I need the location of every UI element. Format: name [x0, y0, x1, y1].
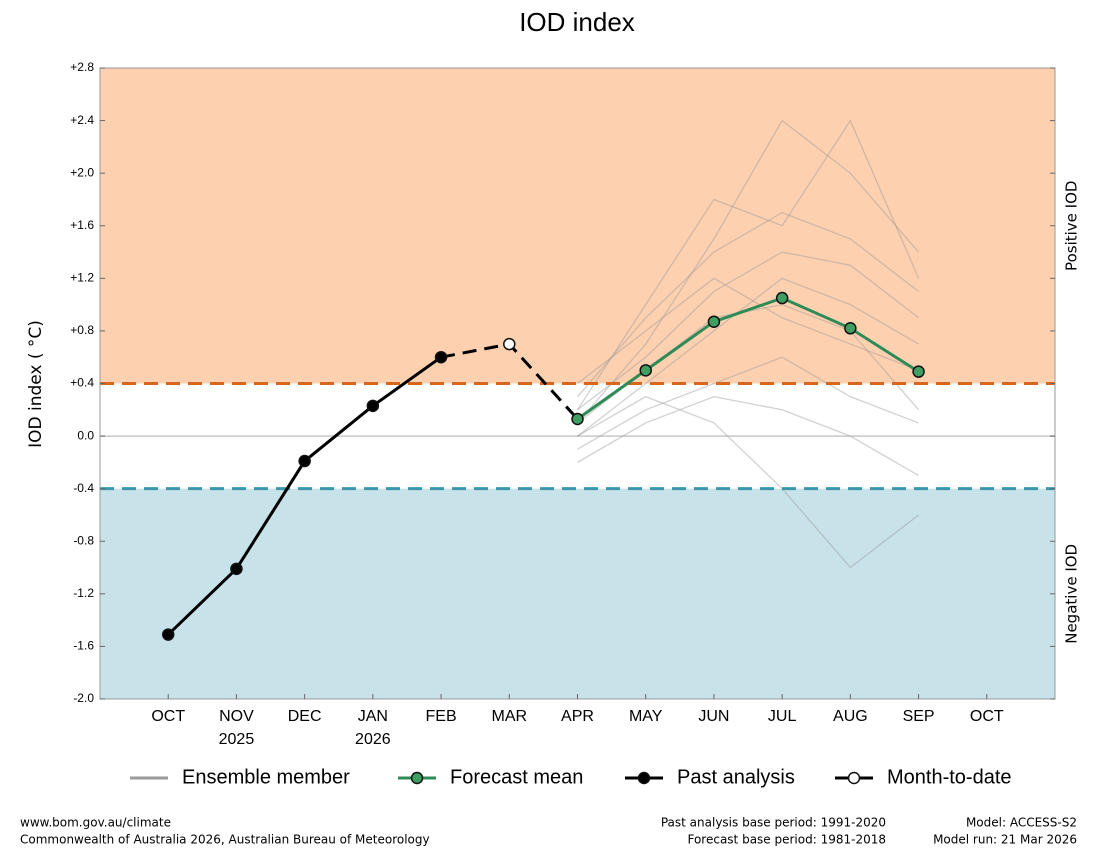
ensemble-line	[577, 251, 919, 411]
ensemble-line	[577, 395, 919, 569]
x-year-label: 2025	[219, 731, 255, 748]
y-tick-label: 0.0	[77, 428, 94, 442]
ensemble-line	[577, 277, 919, 437]
ensemble-line	[576, 119, 920, 411]
y-tick-label: +2.0	[70, 165, 94, 179]
x-year-label: 2026	[355, 731, 391, 748]
y-tick-label: -1.6	[73, 639, 94, 653]
x-tick-label: JUL	[768, 708, 797, 725]
x-tick-label: MAR	[492, 708, 528, 725]
x-tick-label: JUN	[698, 708, 729, 725]
legend-label: Month-to-date	[887, 766, 1012, 788]
series-marker	[366, 399, 380, 413]
series-marker	[230, 562, 243, 576]
region-label: Positive IOD	[1063, 181, 1081, 271]
footer-text: Model: ACCESS-S2	[966, 816, 1077, 830]
ensemble-line	[577, 395, 919, 477]
chart-title: IOD index	[519, 7, 635, 37]
positive-region	[100, 68, 1055, 384]
x-tick-label: OCT	[970, 708, 1004, 725]
footer-text: Forecast base period: 1981-2018	[687, 833, 886, 847]
legend-marker	[637, 771, 651, 785]
ensemble-line	[577, 211, 919, 398]
ensemble-line	[577, 277, 919, 385]
series-marker	[571, 412, 584, 426]
x-tick-label: OCT	[151, 708, 185, 725]
y-tick-label: +1.2	[70, 271, 94, 285]
legend-marker	[410, 771, 424, 785]
y-tick-label: +0.8	[70, 323, 94, 337]
footer-text: www.bom.gov.au/climate	[20, 816, 171, 830]
series-marker	[912, 365, 925, 378]
series-marker	[775, 291, 789, 305]
series-marker	[844, 322, 857, 335]
series-marker	[298, 454, 311, 468]
x-tick-label: JAN	[358, 708, 388, 725]
x-tick-label: AUG	[833, 708, 868, 725]
footer-text: Model run: 21 Mar 2026	[933, 833, 1077, 847]
ensemble-line	[577, 119, 920, 424]
footer-text: Past analysis base period: 1991-2020	[661, 816, 886, 830]
legend-label: Ensemble member	[182, 766, 350, 788]
footer-text: Commonwealth of Australia 2026, Australi…	[20, 833, 430, 847]
x-tick-label: NOV	[219, 708, 254, 725]
x-tick-label: APR	[561, 708, 594, 725]
y-tick-label: -2.0	[73, 691, 94, 705]
series-line	[576, 296, 920, 421]
y-tick-label: +1.6	[70, 218, 94, 232]
y-tick-label: -1.2	[73, 586, 94, 600]
x-tick-label: DEC	[288, 708, 322, 725]
x-tick-label: SEP	[903, 708, 935, 725]
y-tick-label: +0.4	[70, 376, 94, 390]
legend-label: Past analysis	[677, 766, 795, 788]
series-marker	[161, 628, 175, 641]
y-tick-label: -0.4	[73, 481, 94, 495]
y-tick-label: +2.8	[70, 60, 94, 74]
series-marker	[639, 364, 652, 377]
negative-region	[100, 488, 1055, 699]
y-tick-label: -0.8	[73, 533, 94, 547]
series-marker	[434, 350, 448, 364]
series-marker	[503, 337, 516, 351]
x-tick-label: MAY	[629, 708, 663, 725]
legend-marker	[847, 771, 861, 785]
region-label: Negative IOD	[1063, 544, 1081, 644]
ensemble-line	[577, 356, 919, 450]
y-axis-label: IOD index ( °C)	[26, 320, 46, 448]
legend-label: Forecast mean	[450, 766, 583, 788]
x-tick-label: FEB	[426, 708, 457, 725]
series-marker	[707, 315, 721, 328]
y-tick-label: +2.4	[70, 113, 94, 127]
